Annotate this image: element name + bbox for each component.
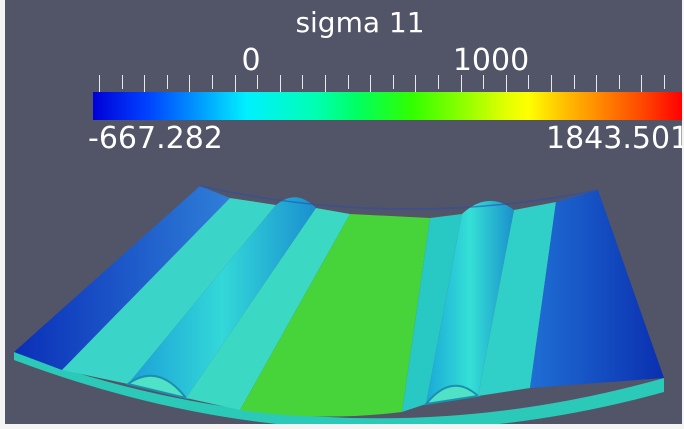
colorbar-tick (166, 75, 168, 89)
colorbar-tick (370, 75, 372, 92)
colorbar-tick (528, 75, 530, 89)
colorbar-tick (99, 75, 100, 92)
colorbar-tick (212, 75, 213, 89)
colorbar-tick (347, 75, 349, 89)
colorbar-tick (257, 75, 259, 89)
surface-center-strip (240, 214, 430, 417)
surface-right-rib (426, 200, 514, 404)
colorbar-tick (618, 75, 620, 89)
colorbar-tick (279, 75, 281, 92)
colorbar-tick (302, 75, 304, 89)
colorbar-tick (415, 75, 417, 92)
colorbar-tick-label-1000: 1000 (452, 43, 530, 78)
surface-right-strip (478, 202, 556, 396)
surface-right-edge (530, 190, 664, 388)
surface-left-rib (128, 197, 316, 398)
colorbar-tick (189, 75, 191, 92)
colorbar-tick (641, 75, 643, 92)
surface-left-strip (62, 198, 276, 384)
surface-left-edge (14, 186, 230, 370)
colorbar-tick (325, 75, 326, 92)
surface-left-center-strip (186, 208, 350, 410)
colorbar-max-label: 1843.501 (546, 121, 684, 156)
colorbar-tick (438, 75, 439, 89)
colorbar-tick (234, 75, 236, 92)
colorbar-gradient (93, 92, 682, 120)
surface-back-edge (199, 185, 599, 210)
colorbar-tick (505, 75, 507, 92)
colorbar-tick (551, 75, 552, 92)
colorbar-tick (392, 75, 394, 89)
colorbar-tick (573, 75, 575, 89)
colorbar-tick (460, 75, 462, 92)
surface-right-rib-end (423, 384, 481, 406)
colorbar-tick (121, 75, 123, 89)
frame-border-right (682, 0, 684, 429)
colorbar-min-label: -667.282 (88, 121, 223, 156)
colorbar-tick (144, 75, 146, 92)
colorbar-title: sigma 11 (295, 6, 425, 39)
colorbar-tick-label-0: 0 (241, 43, 261, 78)
frame-border-left (0, 0, 5, 429)
colorbar-tick (483, 75, 485, 89)
colorbar-ticks (93, 75, 682, 92)
surface-left-rib-end (125, 374, 189, 400)
colorbar-tick (664, 75, 665, 89)
surface-right-center-strip (402, 214, 462, 412)
frame-border-bottom (0, 424, 684, 429)
colorbar-tick (596, 75, 598, 92)
